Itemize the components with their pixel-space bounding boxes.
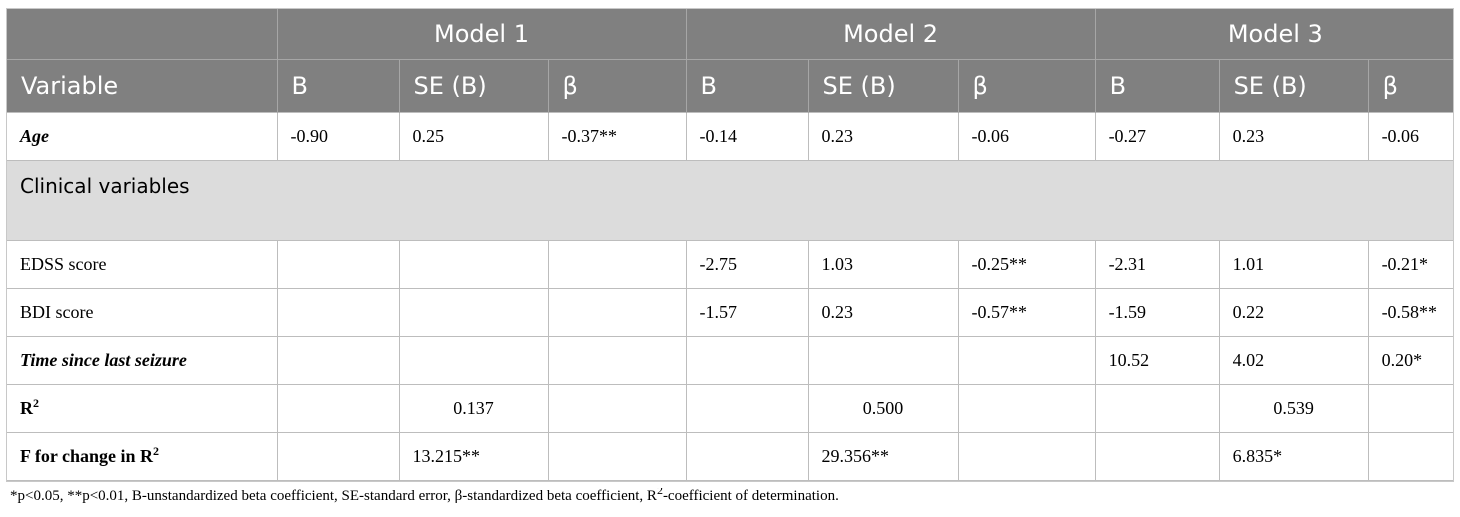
table-cell xyxy=(547,383,687,433)
variable-header: Variable xyxy=(7,58,277,112)
table-cell xyxy=(807,335,959,385)
table-cell: 0.25 xyxy=(398,111,549,161)
regression-table-frame: Model 1 Model 2 Model 3 Variable B SE (B… xyxy=(6,8,1454,482)
table-row-f-change: F for change in R2 13.215** 29.356** 6.8… xyxy=(7,431,1453,481)
table-cell xyxy=(1094,431,1220,481)
table-cell xyxy=(1367,383,1453,433)
table-cell xyxy=(957,431,1096,481)
table-cell: 0.23 xyxy=(807,287,959,337)
column-header-row: Variable B SE (B) β B SE (B) β B SE (B) … xyxy=(7,58,1453,112)
table-cell: -0.21* xyxy=(1367,239,1453,289)
table-cell xyxy=(547,287,687,337)
table-cell: -0.27 xyxy=(1094,111,1220,161)
table-cell: 13.215** xyxy=(398,431,549,481)
col-header: SE (B) xyxy=(807,58,959,112)
model-header-row: Model 1 Model 2 Model 3 xyxy=(7,9,1453,59)
table-cell: 4.02 xyxy=(1218,335,1369,385)
table-row-bdi: BDI score -1.57 0.23 -0.57** -1.59 0.22 … xyxy=(7,287,1453,337)
col-header: SE (B) xyxy=(398,58,548,112)
table-cell xyxy=(957,383,1096,433)
table-cell: -0.90 xyxy=(276,111,400,161)
table-footnote: *p<0.05, **p<0.01, B-unstandardized beta… xyxy=(10,488,1450,505)
table-cell xyxy=(957,335,1096,385)
corner-cell xyxy=(7,9,277,59)
table-cell xyxy=(276,239,400,289)
row-label: BDI score xyxy=(7,287,278,337)
row-label: EDSS score xyxy=(7,239,278,289)
col-header: B xyxy=(1094,58,1220,112)
table-cell xyxy=(685,383,809,433)
row-label: Time since last seizure xyxy=(7,335,278,385)
col-header: SE (B) xyxy=(1218,58,1369,112)
table-cell: 0.22 xyxy=(1218,287,1369,337)
footnote-sup: 2 xyxy=(656,488,663,497)
col-header: β xyxy=(957,58,1096,112)
table-row-age: Age -0.90 0.25 -0.37** -0.14 0.23 -0.06 … xyxy=(7,111,1453,161)
table-cell: -2.75 xyxy=(685,239,809,289)
table-cell xyxy=(398,287,549,337)
table-cell xyxy=(398,239,549,289)
row-label-sup: 2 xyxy=(153,443,159,458)
row-label: R2 xyxy=(7,383,278,433)
table-cell: -0.06 xyxy=(1367,111,1453,161)
model-3-header: Model 3 xyxy=(1094,9,1453,59)
table-cell: -1.57 xyxy=(685,287,809,337)
model-1-header: Model 1 xyxy=(276,9,687,59)
table-cell: 0.23 xyxy=(807,111,959,161)
table-cell: -1.59 xyxy=(1094,287,1220,337)
table-cell xyxy=(276,383,400,433)
table-cell: 10.52 xyxy=(1094,335,1220,385)
table-cell: 1.01 xyxy=(1218,239,1369,289)
table-cell: -0.58** xyxy=(1367,287,1453,337)
section-row-clinical: Clinical variables xyxy=(7,159,1453,241)
table-row-r2: R2 0.137 0.500 0.539 xyxy=(7,383,1453,433)
table-row-edss: EDSS score -2.75 1.03 -0.25** -2.31 1.01… xyxy=(7,239,1453,289)
table-cell: 0.137 xyxy=(398,383,549,433)
row-label: Age xyxy=(7,111,278,161)
footnote-text: *p<0.05, **p<0.01, B-unstandardized beta… xyxy=(10,488,657,504)
table-cell xyxy=(685,335,809,385)
table-cell xyxy=(685,431,809,481)
table-cell xyxy=(276,335,400,385)
col-header: β xyxy=(547,58,687,112)
table-cell xyxy=(547,335,687,385)
table-cell: 0.539 xyxy=(1218,383,1369,433)
table-cell: -0.57** xyxy=(957,287,1096,337)
row-label-text: R xyxy=(20,397,33,418)
table-cell: 0.20* xyxy=(1367,335,1453,385)
table-cell: -0.25** xyxy=(957,239,1096,289)
table-cell: -0.14 xyxy=(685,111,809,161)
table-cell: 0.500 xyxy=(807,383,959,433)
regression-table: Model 1 Model 2 Model 3 Variable B SE (B… xyxy=(7,9,1453,481)
table-row-seizure: Time since last seizure 10.52 4.02 0.20* xyxy=(7,335,1453,385)
table-cell xyxy=(547,431,687,481)
table-cell: 1.03 xyxy=(807,239,959,289)
table-cell xyxy=(1094,383,1220,433)
col-header: B xyxy=(685,58,809,112)
table-cell xyxy=(1367,431,1453,481)
col-header: β xyxy=(1367,58,1453,112)
row-label-text: F for change in R xyxy=(20,445,153,466)
row-label-sup: 2 xyxy=(33,395,39,410)
table-cell: -2.31 xyxy=(1094,239,1220,289)
table-cell: -0.06 xyxy=(957,111,1096,161)
footnote-text-end: -coefficient of determination. xyxy=(662,488,839,504)
col-header: B xyxy=(276,58,399,112)
table-cell: 29.356** xyxy=(807,431,959,481)
model-2-header: Model 2 xyxy=(685,9,1096,59)
table-cell: 6.835* xyxy=(1218,431,1369,481)
table-cell: -0.37** xyxy=(547,111,687,161)
row-label: F for change in R2 xyxy=(7,431,278,481)
table-cell xyxy=(398,335,549,385)
section-label: Clinical variables xyxy=(7,159,1453,241)
table-cell xyxy=(276,431,400,481)
table-cell xyxy=(276,287,400,337)
table-cell xyxy=(547,239,687,289)
table-cell: 0.23 xyxy=(1218,111,1369,161)
